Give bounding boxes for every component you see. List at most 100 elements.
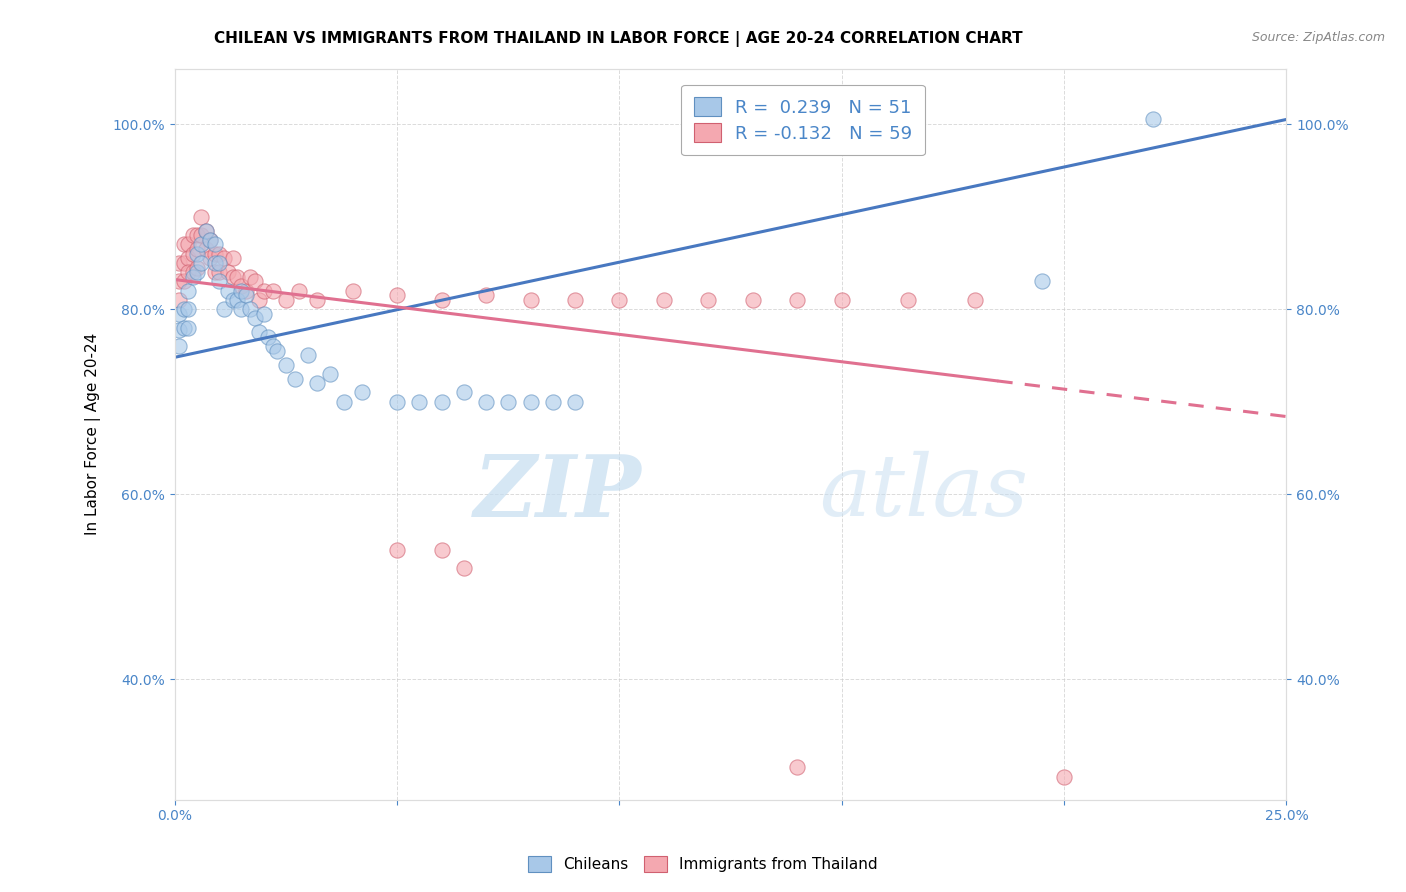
Point xyxy=(186,260,208,275)
Point xyxy=(307,293,329,307)
Point xyxy=(262,339,284,353)
Point xyxy=(1142,112,1164,127)
Point xyxy=(212,302,235,317)
Point xyxy=(167,293,190,307)
Point xyxy=(186,265,208,279)
Point xyxy=(181,246,204,260)
Point xyxy=(186,246,208,260)
Point xyxy=(253,307,276,321)
Point xyxy=(385,394,408,409)
Point xyxy=(221,269,243,284)
Point xyxy=(274,358,297,372)
Point xyxy=(181,228,204,243)
Point xyxy=(965,293,987,307)
Point xyxy=(177,284,200,298)
Point xyxy=(177,237,200,252)
Point xyxy=(697,293,720,307)
Point xyxy=(564,293,586,307)
Point xyxy=(274,293,297,307)
Point xyxy=(173,274,195,288)
Point xyxy=(200,252,222,266)
Point xyxy=(243,311,266,326)
Point xyxy=(652,293,675,307)
Point xyxy=(564,394,586,409)
Point xyxy=(297,348,319,362)
Point xyxy=(167,274,190,288)
Point xyxy=(212,252,235,266)
Point xyxy=(266,343,288,358)
Point xyxy=(177,320,200,334)
Point xyxy=(190,228,212,243)
Point xyxy=(350,385,373,400)
Point xyxy=(204,265,226,279)
Point xyxy=(200,233,222,247)
Point xyxy=(231,279,253,293)
Text: atlas: atlas xyxy=(820,451,1029,534)
Point xyxy=(221,252,243,266)
Point xyxy=(239,269,262,284)
Legend: R =  0.239   N = 51, R = -0.132   N = 59: R = 0.239 N = 51, R = -0.132 N = 59 xyxy=(681,85,925,155)
Point xyxy=(243,274,266,288)
Point xyxy=(519,394,541,409)
Point xyxy=(475,394,498,409)
Legend: Chileans, Immigrants from Thailand: Chileans, Immigrants from Thailand xyxy=(520,848,886,880)
Point xyxy=(181,265,204,279)
Point xyxy=(190,256,212,270)
Point xyxy=(190,237,212,252)
Point xyxy=(319,367,342,381)
Text: Source: ZipAtlas.com: Source: ZipAtlas.com xyxy=(1251,31,1385,45)
Point xyxy=(247,293,270,307)
Point xyxy=(247,326,270,340)
Point xyxy=(217,265,239,279)
Point xyxy=(541,394,564,409)
Point xyxy=(385,288,408,302)
Point xyxy=(173,256,195,270)
Point xyxy=(177,302,200,317)
Point xyxy=(208,274,231,288)
Point xyxy=(208,256,231,270)
Point xyxy=(167,339,190,353)
Point xyxy=(253,284,276,298)
Point xyxy=(430,394,453,409)
Text: ZIP: ZIP xyxy=(474,450,641,534)
Point xyxy=(831,293,853,307)
Point xyxy=(231,302,253,317)
Point xyxy=(741,293,763,307)
Point xyxy=(786,293,808,307)
Point xyxy=(226,269,249,284)
Point xyxy=(1053,770,1076,784)
Point xyxy=(177,252,200,266)
Point xyxy=(221,293,243,307)
Point xyxy=(453,385,475,400)
Point xyxy=(430,293,453,307)
Point xyxy=(226,293,249,307)
Point xyxy=(257,330,280,344)
Point xyxy=(177,265,200,279)
Point xyxy=(235,284,257,298)
Point xyxy=(1031,274,1053,288)
Point xyxy=(190,210,212,224)
Point xyxy=(186,242,208,256)
Point xyxy=(332,394,354,409)
Point xyxy=(208,246,231,260)
Point xyxy=(453,561,475,575)
Point xyxy=(204,246,226,260)
Point xyxy=(498,394,520,409)
Point xyxy=(609,293,631,307)
Point xyxy=(204,237,226,252)
Point xyxy=(475,288,498,302)
Point xyxy=(173,237,195,252)
Point xyxy=(217,284,239,298)
Point xyxy=(342,284,364,298)
Point xyxy=(231,284,253,298)
Point xyxy=(307,376,329,391)
Point xyxy=(181,269,204,284)
Point xyxy=(786,760,808,774)
Point xyxy=(204,256,226,270)
Point xyxy=(430,542,453,557)
Point xyxy=(167,256,190,270)
Point xyxy=(262,284,284,298)
Point xyxy=(239,302,262,317)
Point xyxy=(167,323,190,337)
Point xyxy=(408,394,430,409)
